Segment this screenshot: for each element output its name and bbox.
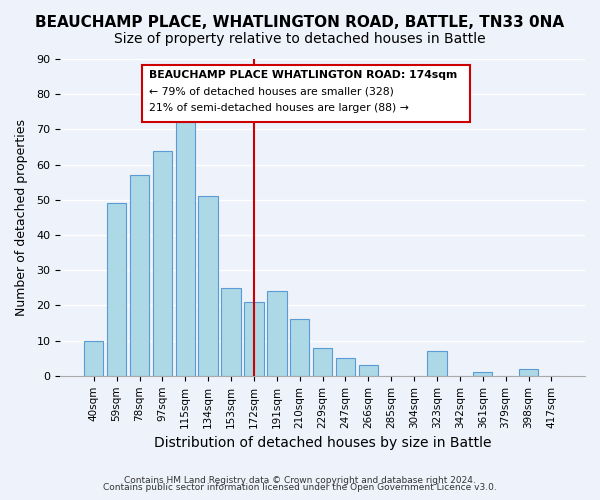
Bar [221,288,241,376]
Bar [107,204,127,376]
Bar [336,358,355,376]
Text: BEAUCHAMP PLACE WHATLINGTON ROAD: 174sqm: BEAUCHAMP PLACE WHATLINGTON ROAD: 174sqm [149,70,458,80]
Bar [313,348,332,376]
Bar [199,196,218,376]
Text: Size of property relative to detached houses in Battle: Size of property relative to detached ho… [114,32,486,46]
Bar [84,340,103,376]
Y-axis label: Number of detached properties: Number of detached properties [15,119,28,316]
Bar [176,122,195,376]
X-axis label: Distribution of detached houses by size in Battle: Distribution of detached houses by size … [154,436,491,450]
Bar [130,175,149,376]
Bar [244,302,263,376]
Bar [152,150,172,376]
Bar [473,372,493,376]
Text: Contains public sector information licensed under the Open Government Licence v3: Contains public sector information licen… [103,484,497,492]
Text: BEAUCHAMP PLACE, WHATLINGTON ROAD, BATTLE, TN33 0NA: BEAUCHAMP PLACE, WHATLINGTON ROAD, BATTL… [35,15,565,30]
Bar [290,320,310,376]
Bar [359,366,378,376]
Text: ← 79% of detached houses are smaller (328): ← 79% of detached houses are smaller (32… [149,87,394,97]
Bar [427,351,447,376]
FancyBboxPatch shape [142,66,470,122]
Bar [267,292,287,376]
Text: Contains HM Land Registry data © Crown copyright and database right 2024.: Contains HM Land Registry data © Crown c… [124,476,476,485]
Text: 21% of semi-detached houses are larger (88) →: 21% of semi-detached houses are larger (… [149,102,409,113]
Bar [519,369,538,376]
